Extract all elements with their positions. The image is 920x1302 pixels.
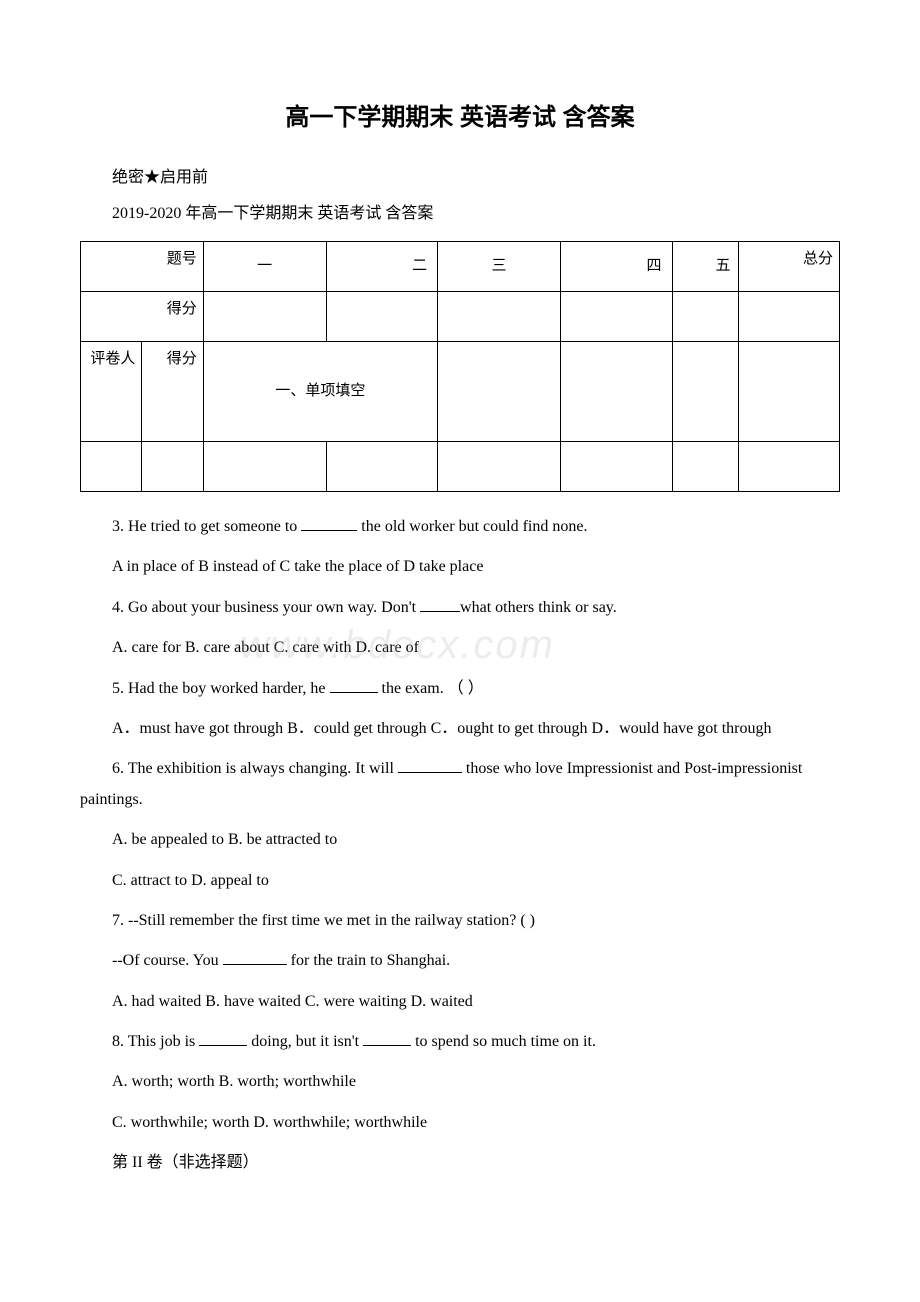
col-2: 二 — [326, 242, 438, 292]
question-7-sub: --Of course. You for the train to Shangh… — [80, 946, 840, 976]
score-cell — [438, 292, 561, 342]
empty-cell — [326, 442, 438, 492]
q7-sub-a: --Of course. You — [112, 952, 223, 969]
q4-text-a: 4. Go about your business your own way. … — [112, 599, 420, 616]
col-5: 五 — [672, 242, 739, 292]
score-cell — [672, 292, 739, 342]
col-4: 四 — [560, 242, 672, 292]
empty-cell — [672, 342, 739, 442]
blank-fill — [398, 772, 462, 773]
q8-text-b: doing, but it isn't — [247, 1033, 363, 1050]
empty-cell — [142, 442, 203, 492]
question-4-opts: A. care for B. care about C. care with D… — [80, 633, 840, 663]
q8-text-c: to spend so much time on it. — [411, 1033, 596, 1050]
table-row — [81, 442, 840, 492]
question-4: 4. Go about your business your own way. … — [80, 593, 840, 623]
row2-label: 得分 — [81, 292, 204, 342]
col-3: 三 — [438, 242, 561, 292]
section-label: 一、单项填空 — [203, 342, 437, 442]
inner-left-label: 评卷人 — [81, 342, 142, 442]
blank-fill — [363, 1045, 411, 1046]
blank-fill — [330, 692, 378, 693]
score-cell — [560, 292, 672, 342]
inner-right-label: 得分 — [142, 342, 203, 442]
score-table: 题号 一 二 三 四 五 总分 得分 评卷人 得分 一、单项填空 — [80, 241, 840, 492]
question-6-opts-a: A. be appealed to B. be attracted to — [80, 825, 840, 855]
empty-cell — [560, 442, 672, 492]
empty-cell — [672, 442, 739, 492]
empty-cell — [203, 442, 326, 492]
q3-text-b: the old worker but could find none. — [357, 518, 587, 535]
q7-sub-b: for the train to Shanghai. — [287, 952, 451, 969]
score-cell — [326, 292, 438, 342]
confidential-line: 绝密★启用前 — [80, 166, 840, 190]
empty-cell — [560, 342, 672, 442]
question-8-opts-a: A. worth; worth B. worth; worthwhile — [80, 1067, 840, 1097]
table-row: 评卷人 得分 一、单项填空 — [81, 342, 840, 442]
score-cell — [203, 292, 326, 342]
empty-cell — [739, 442, 840, 492]
question-6-opts-b: C. attract to D. appeal to — [80, 866, 840, 896]
part2-label: 第 II 卷（非选择题） — [80, 1148, 840, 1178]
q8-text-a: 8. This job is — [112, 1033, 199, 1050]
q6-text-a: 6. The exhibition is always changing. It… — [112, 760, 398, 777]
question-6: 6. The exhibition is always changing. It… — [80, 754, 840, 815]
empty-cell — [438, 442, 561, 492]
q5-text-b: the exam. （ ） — [378, 680, 484, 697]
blank-fill — [420, 611, 460, 612]
row1-label: 题号 — [81, 242, 204, 292]
q5-text-a: 5. Had the boy worked harder, he — [112, 680, 330, 697]
score-cell — [739, 292, 840, 342]
question-3: 3. He tried to get someone to the old wo… — [80, 512, 840, 542]
blank-fill — [301, 530, 357, 531]
question-3-opts: A in place of B instead of C take the pl… — [80, 552, 840, 582]
question-5-opts: A．must have got through B．could get thro… — [80, 714, 840, 744]
empty-cell — [739, 342, 840, 442]
empty-cell — [81, 442, 142, 492]
q3-text-a: 3. He tried to get someone to — [112, 518, 301, 535]
col-1: 一 — [203, 242, 326, 292]
col-total: 总分 — [739, 242, 840, 292]
question-7: 7. --Still remember the first time we me… — [80, 906, 840, 936]
question-8-opts-b: C. worthwhile; worth D. worthwhile; wort… — [80, 1108, 840, 1138]
blank-fill — [199, 1045, 247, 1046]
table-row: 题号 一 二 三 四 五 总分 — [81, 242, 840, 292]
table-row: 得分 — [81, 292, 840, 342]
question-8: 8. This job is doing, but it isn't to sp… — [80, 1027, 840, 1057]
question-5: 5. Had the boy worked harder, he the exa… — [80, 674, 840, 704]
question-7-opts: A. had waited B. have waited C. were wai… — [80, 987, 840, 1017]
year-line: 2019-2020 年高一下学期期末 英语考试 含答案 — [80, 202, 840, 226]
blank-fill — [223, 964, 287, 965]
page-title: 高一下学期期末 英语考试 含答案 — [80, 100, 840, 136]
q4-text-b: what others think or say. — [460, 599, 617, 616]
empty-cell — [438, 342, 561, 442]
